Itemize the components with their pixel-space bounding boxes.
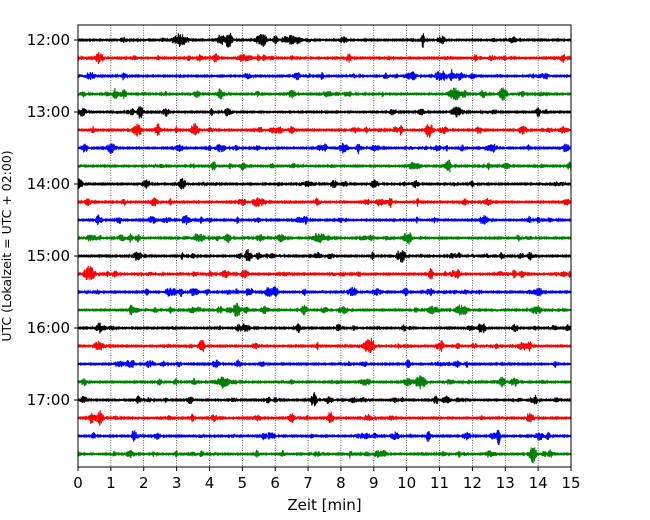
y-axis: 12:00 13:00 14:00 15:00 16:00 17:00 (27, 31, 78, 409)
trace-1500 (77, 249, 572, 263)
trace-1230 (77, 69, 572, 82)
trace-1600 (77, 322, 572, 334)
y-tick-label: 13:00 (27, 103, 70, 121)
x-axis: 0 1 2 3 4 5 6 7 8 9 10 11 12 13 14 15 (73, 467, 581, 492)
x-tick-label: 8 (336, 474, 346, 492)
trace-1545 (77, 302, 572, 317)
grid-lines (110, 25, 539, 467)
trace-1200 (77, 32, 572, 48)
plot-frame (77, 24, 572, 468)
x-tick-label: 14 (529, 474, 548, 492)
trace-1345 (77, 159, 572, 173)
x-tick-label: 15 (561, 474, 580, 492)
x-tick-label: 13 (496, 474, 515, 492)
y-tick-label: 14:00 (27, 175, 70, 193)
trace-1430 (77, 214, 572, 225)
trace-1700 (77, 392, 572, 407)
x-tick-label: 6 (270, 474, 280, 492)
x-tick-label: 9 (369, 474, 379, 492)
trace-1715 (77, 410, 572, 426)
x-tick-label: 10 (397, 474, 416, 492)
y-axis-label: UTC (Lokalzeit = UTC + 02:00) (0, 150, 14, 341)
trace-1515 (77, 265, 572, 281)
y-tick-label: 17:00 (27, 391, 70, 409)
trace-1330 (77, 142, 572, 155)
x-tick-label: 4 (205, 474, 215, 492)
x-tick-label: 11 (430, 474, 449, 492)
trace-1645 (77, 375, 572, 390)
x-axis-label: Zeit [min] (287, 496, 361, 514)
trace-1745 (77, 447, 572, 464)
trace-1245 (77, 87, 572, 101)
trace-1730 (77, 429, 572, 446)
x-tick-label: 0 (73, 474, 83, 492)
y-tick-label: 12:00 (27, 31, 70, 49)
trace-1215 (77, 52, 572, 65)
y-tick-label: 15:00 (27, 247, 70, 265)
trace-1630 (77, 359, 572, 369)
trace-1300 (77, 106, 572, 119)
x-tick-label: 3 (172, 474, 182, 492)
trace-1445 (77, 232, 572, 245)
y-tick-label: 16:00 (27, 319, 70, 337)
x-tick-label: 2 (139, 474, 149, 492)
trace-1530 (77, 286, 572, 298)
traces (77, 32, 572, 464)
x-tick-label: 12 (463, 474, 482, 492)
trace-1415 (77, 197, 572, 209)
x-tick-label: 1 (106, 474, 116, 492)
trace-1315 (77, 123, 572, 138)
trace-1400 (77, 178, 572, 190)
trace-1615 (77, 338, 572, 353)
x-tick-label: 5 (238, 474, 248, 492)
x-tick-label: 7 (303, 474, 313, 492)
